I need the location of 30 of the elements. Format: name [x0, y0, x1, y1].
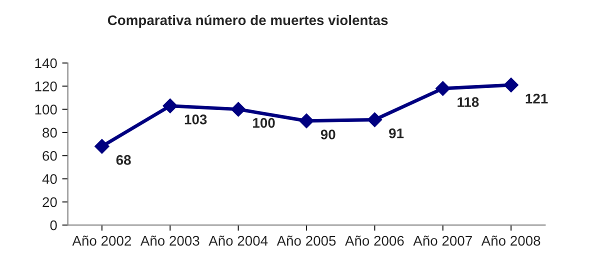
x-tick-label: Año 2008: [481, 236, 540, 246]
point: [435, 81, 450, 96]
y-tick-label: 100: [35, 104, 57, 114]
y-tick-label: 0: [50, 220, 57, 230]
point: [162, 98, 178, 114]
x-tick-label: Año 2002: [72, 236, 131, 246]
point: [94, 138, 110, 154]
chart-title: Comparativa número de muertes violentas: [108, 14, 388, 28]
x-tick-label: Año 2006: [344, 236, 404, 246]
y-tick-label: 140: [35, 58, 57, 68]
x-tick-label: Año 2007: [413, 236, 472, 246]
point: [504, 78, 518, 92]
data-label: 100: [253, 118, 275, 128]
point: [299, 114, 314, 128]
x-tick-label: Año 2004: [208, 236, 268, 246]
y-tick-label: 20: [42, 197, 57, 208]
data-label: 90: [320, 130, 336, 140]
y-tick-label: 40: [42, 174, 57, 184]
data-label: 121: [526, 94, 548, 104]
x-tick-label: Año 2003: [140, 236, 200, 246]
y-tick-label: 60: [42, 150, 57, 161]
data-label: 68: [116, 155, 131, 165]
x-tick-label: Año 2005: [276, 236, 336, 246]
point: [230, 102, 246, 117]
data-label: 103: [184, 114, 207, 124]
y-tick-label: 80: [42, 128, 57, 138]
data-label: 91: [389, 128, 404, 138]
point: [367, 112, 382, 128]
data-label: 118: [458, 97, 479, 108]
y-tick-label: 120: [35, 82, 57, 92]
